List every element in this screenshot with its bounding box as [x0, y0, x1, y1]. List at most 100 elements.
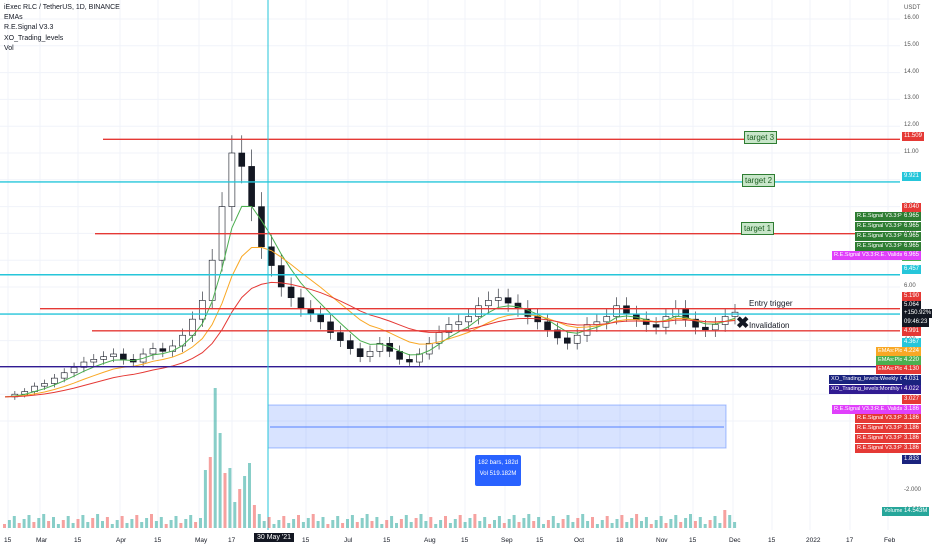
volume-bar: [595, 524, 599, 528]
indicator-value: 6.965: [902, 251, 922, 260]
indicator-value: 4.031: [902, 375, 922, 384]
indicator-value: 14.543M: [902, 507, 930, 516]
indicator-label[interactable]: XO_Trading_levels:Weekly Open: [829, 375, 916, 384]
candle-body: [179, 334, 186, 347]
indicator-label[interactable]: R.E.Signal V3.3:R.E. Validation: [832, 405, 914, 414]
indicator-label[interactable]: EMAs:Plot: [876, 356, 907, 365]
volume-bar: [208, 457, 212, 528]
legend-signal[interactable]: R.E.Signal V3.3: [4, 24, 54, 32]
candle-body: [425, 342, 433, 355]
volume-bar: [644, 517, 648, 528]
volume-bar: [7, 520, 11, 528]
volume-bar: [243, 476, 247, 528]
volume-bar: [350, 515, 354, 528]
volume-bar: [689, 514, 692, 528]
volume-bar: [698, 517, 702, 528]
candle-body: [376, 342, 384, 352]
candle-body: [652, 324, 660, 328]
volume-bar: [620, 515, 624, 528]
target-2-label: target 2: [742, 174, 776, 187]
indicator-label[interactable]: R.E.Signal V3.3:Plot: [855, 242, 910, 251]
volume-bar: [566, 515, 570, 528]
candle-body: [80, 361, 88, 368]
indicator-label[interactable]: R.E.Signal V3.3:Plot: [855, 444, 910, 453]
legend-ema[interactable]: EMAs: [4, 14, 23, 22]
candle-body: [120, 353, 127, 360]
volume-bar: [292, 519, 296, 528]
indicator-label[interactable]: R.E.Signal V3.3:Plot: [855, 232, 910, 241]
volume-bar: [591, 517, 594, 528]
symbol-title: iExec RLC / TetherUS, 1D, BINANCE: [4, 4, 120, 11]
x-tick-label: Mar: [36, 537, 48, 544]
volume-bar: [483, 517, 487, 528]
volume-bar: [693, 521, 697, 528]
volume-bar: [429, 517, 433, 528]
y-tick-label: 6.00: [904, 283, 916, 289]
x-tick-label: Jul: [344, 537, 353, 544]
range-volume: Vol 519.182M: [479, 471, 517, 477]
volume-bar: [390, 516, 394, 528]
volume-bar: [96, 514, 100, 528]
indicator-label[interactable]: R.E.Signal V3.3:Plot: [855, 434, 910, 443]
indicator-label[interactable]: XO_Trading_levels:Monthly Open: [829, 385, 917, 394]
indicator-value: 3.186: [902, 424, 922, 433]
measure-range-box: [267, 404, 727, 449]
candle-body: [41, 383, 48, 387]
volume-bar: [130, 519, 134, 528]
indicator-label[interactable]: R.E.Signal V3.3:Plot: [855, 424, 910, 433]
candle-body: [149, 348, 157, 355]
candle-body: [406, 359, 413, 363]
indicator-label[interactable]: R.E.Signal V3.3:Plot: [855, 212, 910, 221]
indicator-value: 4.220: [902, 356, 922, 365]
candle-body: [277, 265, 285, 288]
candle-body: [603, 316, 611, 323]
range-info-box: 182 bars, 182d Vol 519.182M: [475, 455, 521, 486]
legend-volume[interactable]: Vol: [4, 44, 14, 52]
volume-bar: [203, 470, 207, 528]
volume-bar: [27, 515, 31, 528]
volume-bar: [86, 522, 90, 528]
x-tick-label: 15: [461, 537, 469, 544]
x-tick-label: Oct: [574, 537, 585, 544]
volume-bar: [448, 523, 452, 528]
volume-bar: [674, 515, 678, 528]
volume-bar: [375, 517, 379, 528]
entry-trigger-label: Entry trigger: [749, 299, 793, 308]
candle-body: [613, 305, 620, 317]
target-1-label: target 1: [741, 222, 775, 235]
indicator-label[interactable]: R.E.Signal V3.3:Plot: [855, 414, 910, 423]
indicator-label[interactable]: Volume: [882, 507, 905, 516]
volume-bar: [507, 519, 511, 528]
indicator-label[interactable]: EMAs:Plot: [876, 347, 907, 356]
y-tick-label: 16.00: [904, 15, 920, 21]
volume-bar: [341, 523, 345, 528]
indicator-value: 3.186: [902, 444, 922, 453]
volume-bar: [365, 514, 369, 528]
volume-bar: [257, 514, 261, 528]
volume-bar: [287, 523, 291, 528]
volume-bar: [238, 489, 242, 528]
volume-bar: [488, 524, 492, 528]
chart-legend: iExec RLC / TetherUS, 1D, BINANCE EMAs R…: [4, 3, 120, 54]
indicator-value: 6.965: [902, 222, 922, 231]
candle-body: [258, 206, 265, 248]
volume-bar: [640, 521, 643, 528]
x-tick-label: 17: [228, 537, 236, 544]
indicator-label[interactable]: EMAs:Plot: [876, 365, 907, 374]
candle-body: [228, 152, 236, 207]
legend-levels[interactable]: XO_Trading_levels: [4, 34, 64, 42]
volume-bar: [297, 515, 300, 528]
volume-bar: [684, 518, 688, 528]
volume-bar: [424, 521, 428, 528]
price-axis-label: 4.367: [902, 338, 922, 347]
candle-body: [554, 329, 561, 339]
candle-body: [672, 308, 680, 317]
volume-bar: [326, 524, 330, 528]
candle-body: [702, 326, 709, 331]
x-tick-label: 15: [689, 537, 697, 544]
y-tick-label: 11.00: [904, 149, 919, 155]
indicator-label[interactable]: R.E.Signal V3.3:Plot: [855, 222, 910, 231]
volume-bar: [581, 514, 585, 528]
indicator-label[interactable]: R.E.Signal V3.3:R.E. Validation: [832, 251, 914, 260]
